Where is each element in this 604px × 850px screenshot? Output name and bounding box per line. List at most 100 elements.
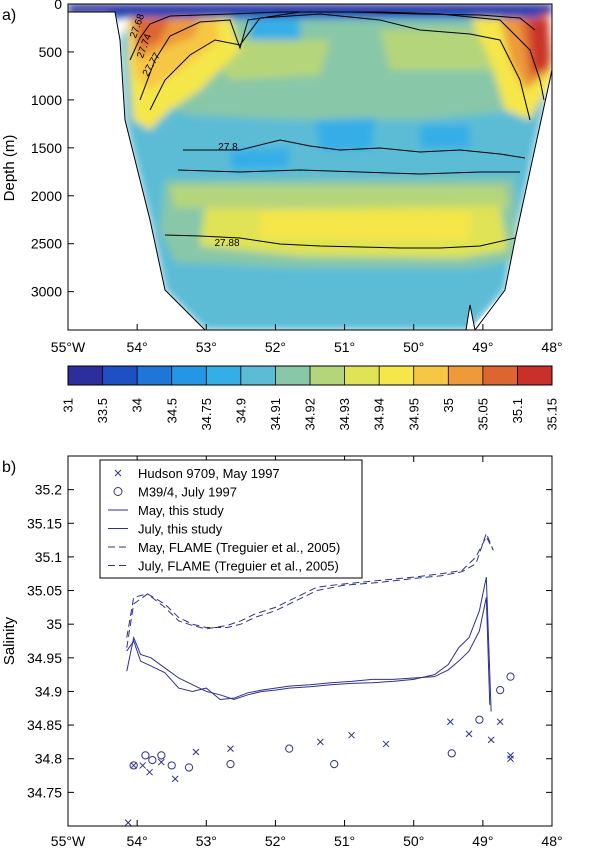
colorbar-tick-label: 34.9 xyxy=(233,398,248,423)
colorbar: 31 33.5 34 34.5 34.75 34.9 34.91 34.92 34.93 34.9… xyxy=(61,365,560,431)
colorbar-tick-label: 35 xyxy=(441,398,456,412)
isopycnal-line xyxy=(139,11,545,101)
legend-x-marker xyxy=(114,469,122,477)
m39-circle-marker xyxy=(475,715,484,724)
colorbar-swatch xyxy=(413,366,449,385)
hudson-x-marker xyxy=(157,758,165,766)
isopycnal-line xyxy=(149,13,531,121)
hudson-x-marker xyxy=(348,731,355,739)
colorbar-swatch xyxy=(448,366,484,385)
topography-outline-west xyxy=(68,11,206,330)
legend-entry-label: July, this study xyxy=(138,522,223,537)
a-x-tick-label: 53° xyxy=(196,339,217,355)
b-x-tick-label: 53° xyxy=(196,833,217,849)
colorbar-tick-label: 34 xyxy=(130,398,145,412)
legend-entry-label: May, FLAME (Treguier et al., 2005) xyxy=(138,540,340,555)
m39-circle-marker xyxy=(226,760,235,769)
m39-circle-marker xyxy=(141,751,150,760)
panel-label-b: b) xyxy=(2,459,16,476)
colorbar-tick-label: 34.5 xyxy=(164,398,179,423)
a-x-tick-label: 51° xyxy=(334,339,355,355)
water-mass-yellow-inner xyxy=(260,212,470,240)
flame-dashed-line xyxy=(126,531,494,638)
colorbar-tick-label: 35.1 xyxy=(510,398,525,423)
b-y-tick-label: 35.2 xyxy=(35,482,62,498)
b-y-tick-label: 34.95 xyxy=(27,650,62,666)
b-y-tick-label: 34.9 xyxy=(35,683,62,699)
colorbar-swatch xyxy=(517,366,553,385)
colorbar-swatch xyxy=(102,366,138,385)
b-x-tick-label: 55°W xyxy=(51,833,86,849)
m39-circle-marker xyxy=(330,760,339,769)
hudson-x-marker xyxy=(317,738,324,746)
colorbar-swatch xyxy=(68,366,104,385)
b-y-tick-label: 35.15 xyxy=(27,515,62,531)
hudson-x-marker xyxy=(139,762,147,769)
a-y-tick-label: 3000 xyxy=(31,284,62,300)
topography-notch-outline xyxy=(465,304,476,330)
colorbar-tick-label: 34.75 xyxy=(199,398,214,431)
hudson-x-marker xyxy=(465,730,473,738)
legend: Hudson 9709, May 1997 M39/4, July 1997 May… xyxy=(99,459,363,579)
hudson-x-marker xyxy=(507,755,514,763)
b-x-tick-label: 49° xyxy=(472,833,493,849)
a-y-tick-label: 2500 xyxy=(31,236,62,252)
water-mass-deep-band-upper xyxy=(170,186,510,208)
flame-dashed-line xyxy=(126,535,494,648)
study-solid-line xyxy=(126,576,492,712)
blue-patch-3 xyxy=(230,148,290,170)
m39-circle-marker xyxy=(496,686,505,695)
a-y-tick-label: 1500 xyxy=(31,140,62,156)
colorbar-tick-label: 33.5 xyxy=(95,398,110,423)
eastern-boundary-dark-red xyxy=(530,20,548,72)
isopycnal-label: 27.88 xyxy=(214,238,239,249)
a-y-axis-label: Depth (m) xyxy=(1,135,18,202)
salinity-series xyxy=(124,531,515,826)
b-y-tick-label: 35.1 xyxy=(35,549,62,565)
a-x-tick-label: 54° xyxy=(127,339,148,355)
m39-circle-marker xyxy=(157,751,166,760)
isopycnal-line xyxy=(164,234,516,249)
colorbar-tick-label: 35.05 xyxy=(475,398,490,431)
topography-outline-east xyxy=(474,69,552,330)
b-x-tick-label: 48° xyxy=(541,833,562,849)
m39-circle-marker xyxy=(506,672,515,681)
a-plot-frame xyxy=(67,3,553,331)
blue-patch-1 xyxy=(315,118,375,150)
a-y-tick-label: 0 xyxy=(54,0,62,12)
hudson-x-marker xyxy=(487,736,495,744)
hudson-x-marker xyxy=(507,752,514,759)
colorbar-tick-label: 34.95 xyxy=(406,398,421,431)
colorbar-tick-label: 34.92 xyxy=(303,398,318,431)
hudson-x-marker xyxy=(192,748,200,756)
hudson-x-marker xyxy=(130,762,138,769)
blue-patch-2 xyxy=(420,125,470,148)
b-y-tick-label: 34.85 xyxy=(27,717,62,733)
b-plot-frame xyxy=(67,455,553,827)
panel-label-a: a) xyxy=(2,7,16,24)
a-y-tick-label: 2000 xyxy=(31,188,62,204)
m39-circle-marker xyxy=(129,761,138,770)
m39-circle-marker xyxy=(148,755,157,765)
a-y-tick-label: 1000 xyxy=(31,92,62,108)
colorbar-tick-label: 34.93 xyxy=(337,398,352,431)
legend-box xyxy=(99,459,363,579)
legend-entry-label: May, this study xyxy=(138,503,224,518)
b-y-tick-label: 34.75 xyxy=(27,784,62,800)
m39-circle-marker xyxy=(447,749,456,758)
hudson-x-marker xyxy=(382,740,390,748)
topography-notch xyxy=(466,305,475,330)
surface-green-2 xyxy=(380,30,500,70)
colorbar-swatch xyxy=(482,366,518,385)
salinity-section xyxy=(68,4,552,330)
legend-entry-label: July, FLAME (Treguier et al., 2005) xyxy=(138,559,339,574)
b-x-tick-label: 50° xyxy=(403,833,424,849)
hudson-x-marker xyxy=(171,775,179,783)
colorbar-swatch xyxy=(275,366,311,385)
a-x-tick-label: 52° xyxy=(265,339,286,355)
colorbar-swatch xyxy=(379,366,415,385)
b-x-tick-label: 51° xyxy=(334,833,355,849)
colorbar-swatch xyxy=(137,366,173,385)
legend-entry-label: Hudson 9709, May 1997 xyxy=(138,466,280,481)
